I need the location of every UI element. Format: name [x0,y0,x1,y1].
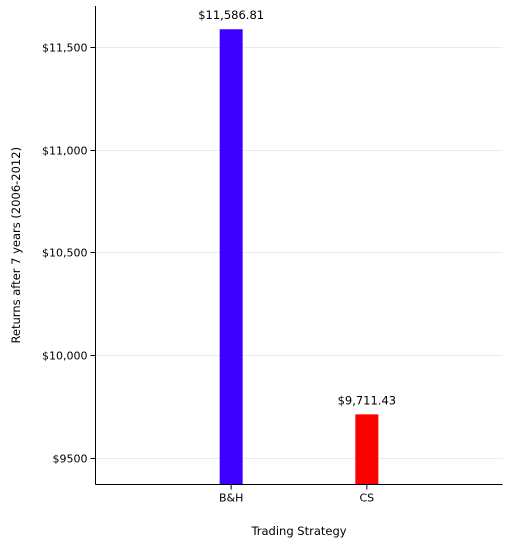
data-label: $9,711.43 [338,393,397,407]
data-label: $11,586.81 [198,8,264,22]
x-axis-ticks: B&H CS [219,484,374,505]
y-tick-label: $11,000 [42,145,88,158]
y-tick-label: $10,000 [42,350,88,363]
x-axis-title: Trading Strategy [250,524,346,538]
bar [219,29,243,485]
bar [355,414,379,485]
y-axis-ticks: $9500 $10,000 $10,500 $11,000 $11,500 [42,42,96,466]
y-tick-label: $10,500 [42,247,88,260]
axes [95,6,503,485]
x-tick-label: CS [359,492,374,505]
y-axis-title: Returns after 7 years (2006-2012) [9,147,23,344]
y-tick-label: $9500 [53,453,88,466]
bars [219,29,379,485]
y-tick-label: $11,500 [42,42,88,55]
gridlines [95,47,503,459]
x-tick-label: B&H [219,492,243,505]
data-labels: $11,586.81 $9,711.43 [198,8,396,407]
